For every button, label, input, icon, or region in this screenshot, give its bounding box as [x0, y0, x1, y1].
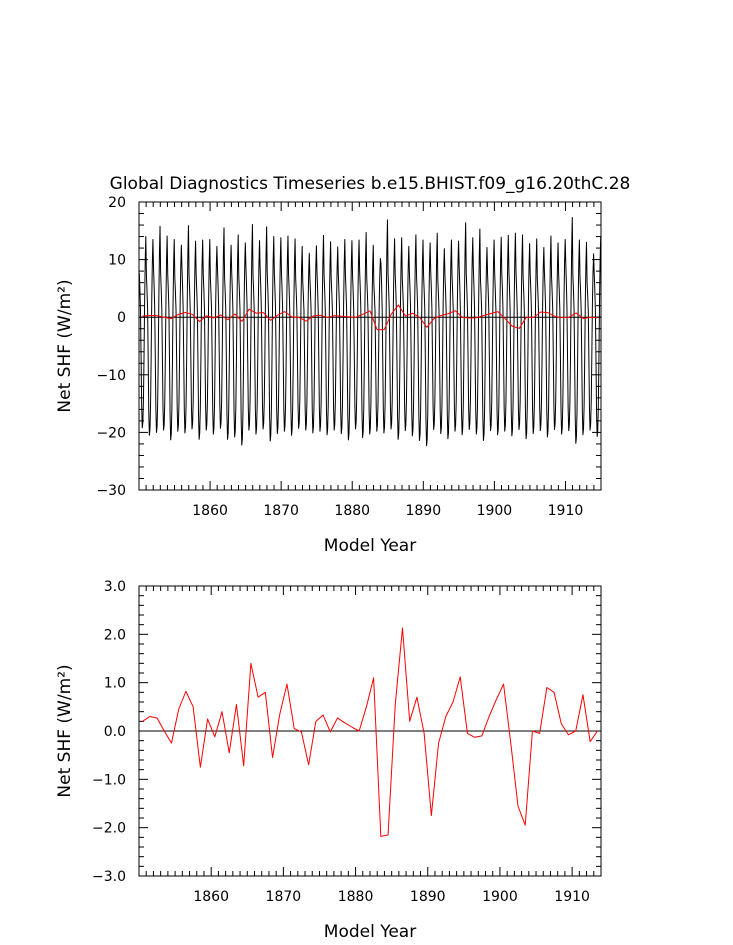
bottom-y-tick-label: 1.0 — [104, 676, 126, 692]
top-y-tick-label: 0 — [117, 310, 126, 326]
bottom-y-tick-label: 0.0 — [104, 724, 126, 740]
top-series-annual-mean-line — [142, 304, 598, 331]
bottom-x-axis-label: Model Year — [324, 922, 416, 942]
top-x-tick-label: 1870 — [263, 503, 299, 519]
bottom-y-tick-label: −1.0 — [92, 772, 126, 788]
top-plot-frame — [138, 201, 602, 491]
bottom-y-tick-label: −3.0 — [92, 869, 126, 885]
bottom-y-tick-label: 3.0 — [104, 579, 126, 595]
top-axis-ticks: 1860 1870 1880 1890 1900 1910 −30 −20 −10 0 10 20 — [96, 195, 602, 519]
top-x-tick-label: 1910 — [548, 503, 584, 519]
bottom-y-tick-label: −2.0 — [92, 821, 126, 837]
top-chart-title: Global Diagnostics Timeseries b.e15.BHIS… — [110, 174, 631, 194]
bottom-panel: 1860 1870 1880 1890 1900 1910 −3.0 −2.0 −1.0 0.0 1… — [55, 579, 602, 942]
top-y-tick-label: 10 — [108, 253, 126, 269]
top-y-tick-label: 20 — [108, 195, 126, 211]
bottom-y-tick-label: 2.0 — [104, 627, 126, 643]
bottom-axis-ticks: 1860 1870 1880 1890 1900 1910 −3.0 −2.0 −1.0 0.0 1… — [92, 579, 602, 905]
bottom-x-tick-label: 1860 — [193, 889, 229, 905]
bottom-x-tick-label: 1890 — [410, 889, 446, 905]
top-y-tick-label: −30 — [96, 483, 126, 499]
bottom-y-axis-label: Net SHF (W/m²) — [55, 664, 75, 797]
top-y-tick-label: −20 — [96, 425, 126, 441]
top-x-tick-label: 1880 — [334, 503, 370, 519]
top-x-tick-label: 1900 — [477, 503, 513, 519]
top-panel: Global Diagnostics Timeseries b.e15.BHIS… — [55, 174, 630, 556]
bottom-x-tick-label: 1870 — [266, 889, 302, 905]
bottom-x-tick-label: 1910 — [554, 889, 590, 905]
top-x-tick-label: 1860 — [192, 503, 228, 519]
bottom-x-tick-label: 1900 — [482, 889, 518, 905]
bottom-series-group — [142, 627, 598, 837]
top-y-tick-label: −10 — [96, 368, 126, 384]
top-x-axis-label: Model Year — [324, 536, 416, 556]
bottom-x-tick-label: 1880 — [338, 889, 374, 905]
bottom-series-annual-mean-line — [142, 627, 598, 837]
top-y-axis-label: Net SHF (W/m²) — [55, 279, 75, 412]
top-x-tick-label: 1890 — [405, 503, 441, 519]
top-series-group — [138, 217, 602, 447]
top-series-monthly-line — [138, 217, 602, 447]
